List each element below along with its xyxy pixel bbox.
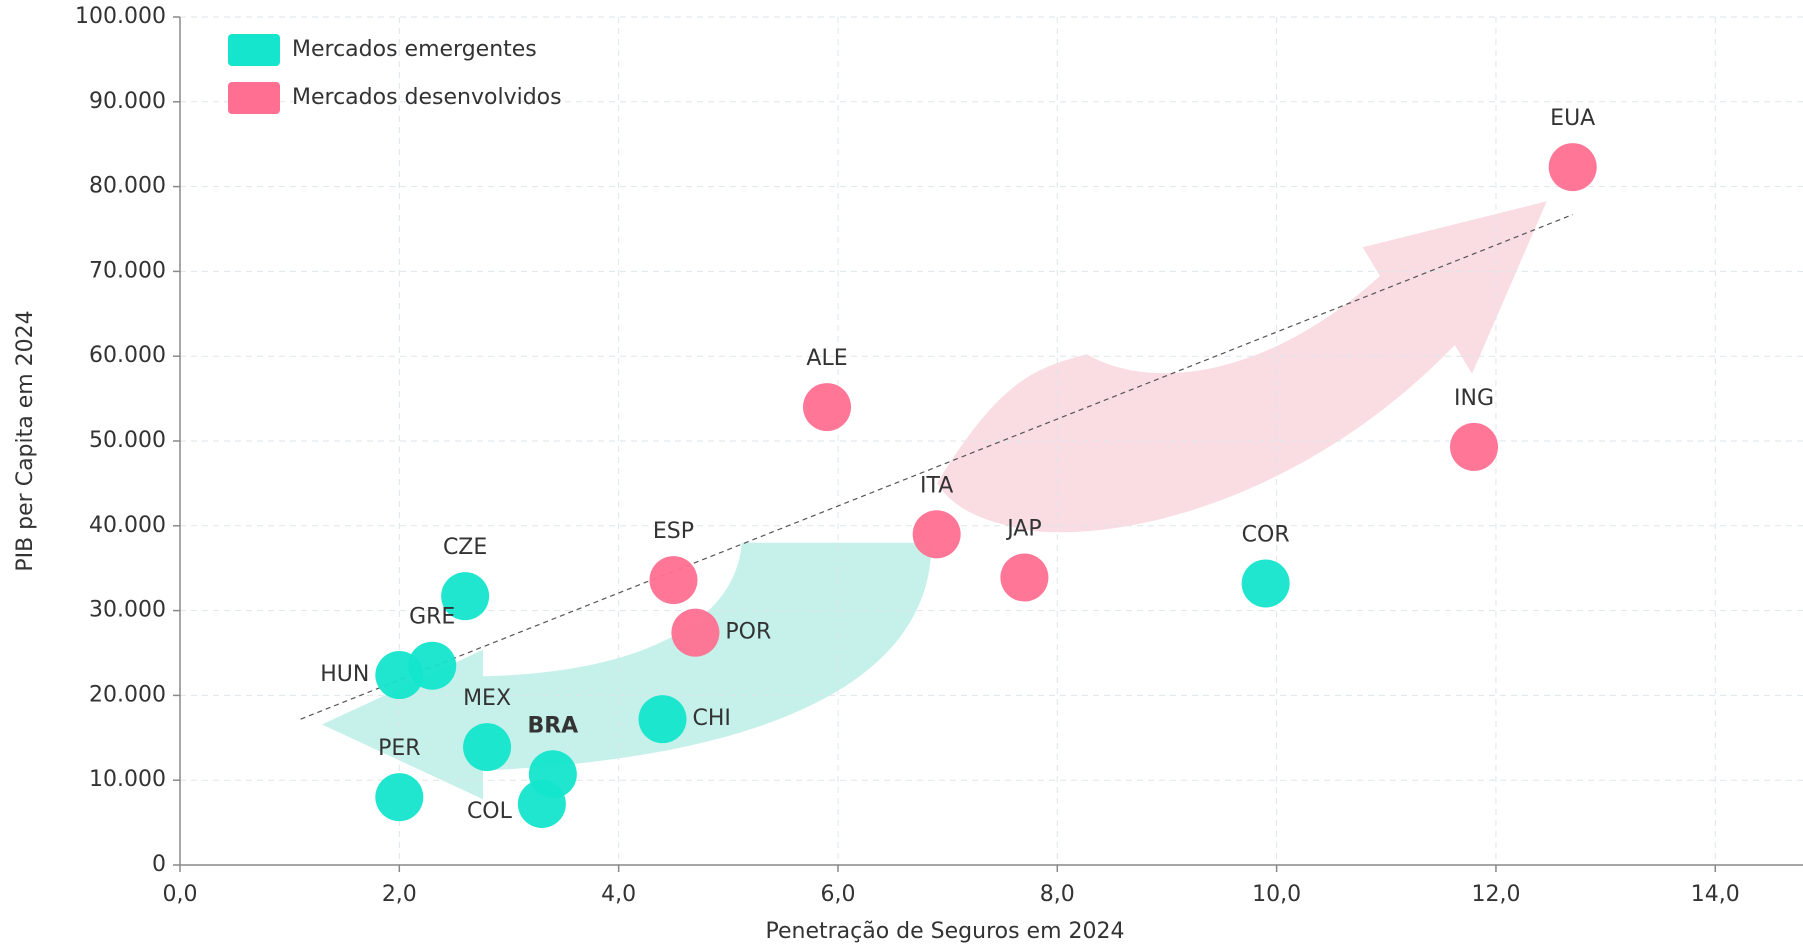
y-tick-label: 20.000: [89, 682, 166, 707]
arrow-developed: [937, 201, 1547, 533]
point: [1241, 559, 1290, 608]
point-label: COL: [467, 799, 513, 824]
grid: 0 10.000 20.000 30.000 40.000 50.000 60.000 70.…: [75, 4, 1803, 907]
x-tick-label: 6,0: [820, 882, 855, 907]
point: [441, 572, 490, 621]
point-label: ITA: [920, 473, 953, 498]
legend-swatch: [228, 82, 280, 114]
y-tick-label: 0: [152, 852, 166, 877]
point-label: CZE: [443, 535, 487, 560]
point-label: HUN: [320, 662, 369, 687]
y-tick-label: 60.000: [89, 343, 166, 368]
y-tick-label: 70.000: [89, 258, 166, 283]
x-tick-label: 8,0: [1040, 882, 1075, 907]
y-tick-label: 30.000: [89, 598, 166, 623]
point-label: GRE: [409, 605, 455, 630]
point: [912, 510, 961, 559]
point: [463, 723, 512, 772]
point-label: EUA: [1550, 106, 1595, 131]
y-tick-label: 100.000: [75, 4, 166, 29]
point-label: PER: [378, 736, 420, 761]
point: [1450, 422, 1499, 471]
y-tick-label: 80.000: [89, 174, 166, 199]
y-axis-title: PIB per Capita em 2024: [13, 310, 38, 571]
legend-label: Mercados desenvolvidos: [292, 85, 562, 110]
point-label: ESP: [653, 519, 694, 544]
legend: Mercados emergentes Mercados desenvolvido…: [228, 34, 562, 114]
point: [803, 383, 852, 432]
x-tick-label: 12,0: [1471, 882, 1520, 907]
point: [671, 608, 720, 657]
y-tick-label: 50.000: [89, 428, 166, 453]
point: [1548, 143, 1597, 192]
point-label: MEX: [463, 686, 511, 711]
x-axis-title: Penetração de Seguros em 2024: [765, 919, 1124, 944]
point: [375, 651, 424, 700]
y-tick-label: 10.000: [89, 767, 166, 792]
y-tick-label: 90.000: [89, 89, 166, 114]
point: [1000, 553, 1049, 602]
y-tick-label: 40.000: [89, 513, 166, 538]
x-tick-label: 2,0: [382, 882, 417, 907]
plot: CZE GRE HUN MEX BRA PER COL CHI COR ESP POR ALE ITA J…: [300, 106, 1597, 828]
legend-label: Mercados emergentes: [292, 37, 537, 62]
point: [638, 695, 687, 744]
point-label: COR: [1242, 522, 1290, 547]
point-label: BRA: [527, 713, 578, 738]
x-tick-label: 14,0: [1691, 882, 1740, 907]
point: [649, 556, 698, 605]
point-label: ING: [1454, 386, 1494, 411]
point-label: CHI: [693, 706, 731, 731]
point: [375, 773, 424, 822]
point-label: JAP: [1005, 517, 1041, 542]
x-tick-label: 4,0: [601, 882, 636, 907]
legend-swatch: [228, 34, 280, 66]
point: [517, 779, 566, 828]
trend-line: [300, 214, 1573, 720]
point-label: ALE: [806, 346, 847, 371]
x-tick-label: 0,0: [163, 882, 198, 907]
x-tick-label: 10,0: [1252, 882, 1301, 907]
point-label: POR: [725, 620, 771, 645]
